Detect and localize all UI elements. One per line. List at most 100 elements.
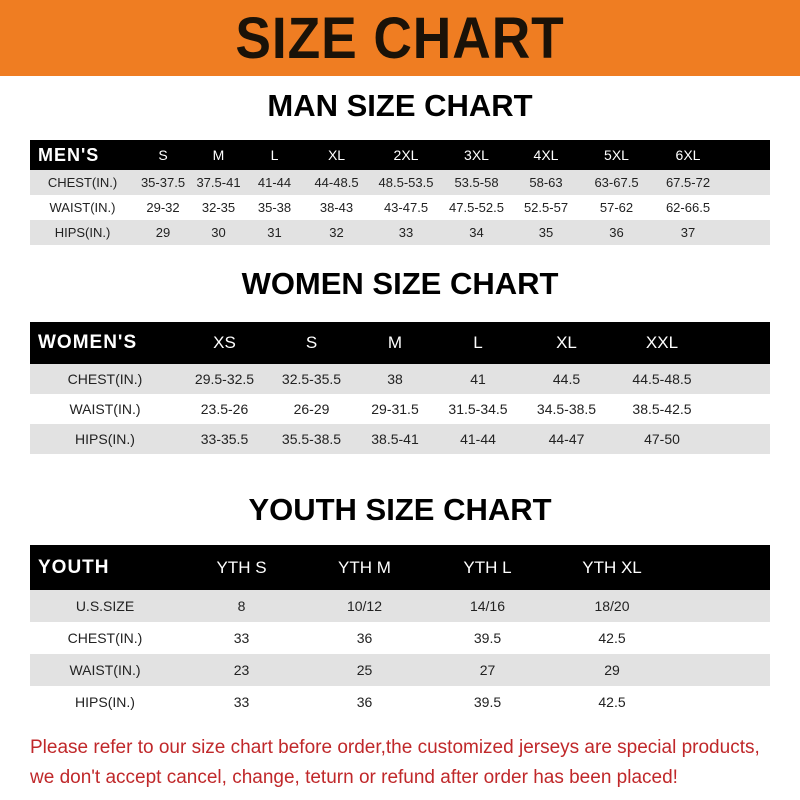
table-cell: 33 — [233, 630, 250, 646]
table-cell: 33-35.5 — [200, 431, 249, 447]
table-cell: 33 — [233, 694, 250, 710]
table-cell: 52.5-57 — [523, 200, 569, 215]
table-cell: 30 — [211, 225, 226, 240]
table-corner-label: MEN'S — [38, 144, 100, 165]
table-corner-label: YOUTH — [38, 556, 110, 578]
table-cell: 34 — [469, 225, 484, 240]
size-column-header: YTH L — [463, 557, 512, 577]
table-cell: 38 — [387, 371, 403, 387]
row-label: CHEST(IN.) — [67, 371, 143, 387]
row-label: HIPS(IN.) — [75, 694, 135, 710]
table-cell: 26-29 — [293, 401, 330, 417]
table-cell: 29.5-32.5 — [194, 371, 255, 387]
size-column-header: L — [473, 333, 483, 352]
table-cell: 31.5-34.5 — [448, 401, 508, 417]
table-cell: 67.5-72 — [665, 175, 711, 190]
table-cell: 48.5-53.5 — [378, 175, 434, 190]
table-corner-label: WOMEN'S — [38, 332, 138, 353]
table-cell: 44-47 — [548, 431, 585, 447]
size-column-header: 5XL — [604, 147, 629, 163]
table-cell: 38.5-41 — [371, 431, 419, 447]
table-cell: 63-67.5 — [594, 175, 639, 190]
table-row: WAIST(IN.) 29-32 32-35 35-38 38-43 43-47.5 47.… — [30, 195, 770, 220]
size-column-header: YTH XL — [582, 557, 642, 577]
table-cell: 18/20 — [594, 598, 630, 614]
row-label: HIPS(IN.) — [54, 225, 111, 240]
women-chart-title: WOMEN SIZE CHART — [241, 266, 559, 301]
table-cell: 41-44 — [257, 175, 292, 190]
table-cell: 29-32 — [146, 200, 180, 215]
table-cell: 8 — [237, 598, 246, 614]
size-column-header: M — [387, 333, 403, 352]
table-cell: 35.5-38.5 — [281, 431, 342, 447]
banner-title: SIZE CHART — [235, 5, 565, 71]
row-label: WAIST(IN.) — [69, 401, 141, 417]
table-cell: 36 — [609, 225, 624, 240]
table-cell: 10/12 — [346, 598, 383, 614]
table-cell: 53.5-58 — [454, 175, 499, 190]
row-label: WAIST(IN.) — [69, 662, 141, 678]
men-size-table: MEN'S S M L XL 2XL 3XL 4XL 5XL 6XL CHEST(IN.) 35-37… — [30, 140, 770, 245]
size-column-header: 2XL — [393, 147, 419, 163]
table-cell: 35-38 — [257, 200, 292, 215]
table-cell: 35-37.5 — [140, 175, 186, 190]
size-chart-banner: SIZE CHART — [0, 0, 800, 76]
size-column-header: XL — [327, 147, 346, 163]
row-label: U.S.SIZE — [75, 598, 135, 614]
youth-size-table: YOUTH YTH S YTH M YTH L YTH XL U.S.SIZE 8 10/12… — [30, 545, 770, 718]
table-cell: 44-48.5 — [314, 175, 359, 190]
size-column-header: XXL — [645, 333, 679, 352]
table-row: WAIST(IN.) 23 25 27 29 — [30, 654, 770, 686]
table-cell: 43-47.5 — [383, 200, 429, 215]
size-column-header: YTH S — [216, 557, 267, 577]
women-size-table: WOMEN'S XS S M L XL XXL CHEST(IN.) 29.5-32.5 32.5… — [30, 322, 770, 454]
table-cell: 44.5 — [552, 371, 581, 387]
size-column-header: S — [158, 147, 168, 163]
table-row: WAIST(IN.) 23.5-26 26-29 29-31.5 31.5-34.5 34… — [30, 394, 770, 424]
table-cell: 41-44 — [460, 431, 496, 447]
size-column-header: YTH M — [338, 557, 391, 577]
table-cell: 33 — [398, 225, 414, 240]
table-row: U.S.SIZE 8 10/12 14/16 18/20 — [30, 590, 770, 622]
table-cell: 37.5-41 — [196, 175, 241, 190]
size-column-header: S — [305, 333, 318, 352]
row-label: CHEST(IN.) — [47, 175, 118, 190]
table-cell: 32-35 — [201, 200, 236, 215]
table-cell: 29 — [155, 225, 171, 240]
table-cell: 32 — [329, 225, 344, 240]
size-column-header: 4XL — [533, 147, 559, 163]
notice-line-2: we don't accept cancel, change, teturn o… — [30, 767, 678, 788]
table-header-row: MEN'S S M L XL 2XL 3XL 4XL 5XL 6XL — [30, 140, 770, 170]
table-cell: 42.5 — [598, 630, 626, 646]
table-row: CHEST(IN.) 33 36 39.5 42.5 — [30, 622, 770, 654]
table-cell: 23 — [233, 662, 250, 678]
table-cell: 27 — [479, 662, 496, 678]
table-cell: 58-63 — [529, 175, 563, 190]
table-cell: 47-50 — [644, 431, 680, 447]
table-cell: 29 — [604, 662, 620, 678]
men-chart-title: MAN SIZE CHART — [267, 88, 533, 123]
table-cell: 29-31.5 — [371, 401, 419, 417]
row-label: WAIST(IN.) — [49, 200, 116, 215]
size-column-header: M — [212, 147, 225, 163]
table-cell: 39.5 — [473, 630, 502, 646]
table-cell: 36 — [356, 694, 373, 710]
table-header-row: WOMEN'S XS S M L XL XXL — [30, 322, 770, 364]
table-cell: 23.5-26 — [200, 401, 249, 417]
table-cell: 36 — [356, 630, 373, 646]
table-cell: 38-43 — [319, 200, 354, 215]
table-cell: 38.5-42.5 — [632, 401, 692, 417]
table-row: HIPS(IN.) 29 30 31 32 33 34 35 36 37 — [30, 220, 770, 245]
size-column-header: L — [270, 147, 279, 163]
youth-chart-title: YOUTH SIZE CHART — [248, 492, 552, 527]
row-label: HIPS(IN.) — [75, 431, 135, 447]
size-column-header: 6XL — [675, 147, 701, 163]
table-cell: 25 — [356, 662, 373, 678]
table-cell: 57-62 — [599, 200, 634, 215]
table-row: CHEST(IN.) 29.5-32.5 32.5-35.5 38 41 44.5 44.5… — [30, 364, 770, 394]
table-header-row: YOUTH YTH S YTH M YTH L YTH XL — [30, 545, 770, 590]
table-cell: 14/16 — [469, 598, 506, 614]
table-cell: 47.5-52.5 — [449, 200, 504, 215]
table-row: CHEST(IN.) 35-37.5 37.5-41 41-44 44-48.5 48.5… — [30, 170, 770, 195]
table-cell: 32.5-35.5 — [281, 371, 342, 387]
